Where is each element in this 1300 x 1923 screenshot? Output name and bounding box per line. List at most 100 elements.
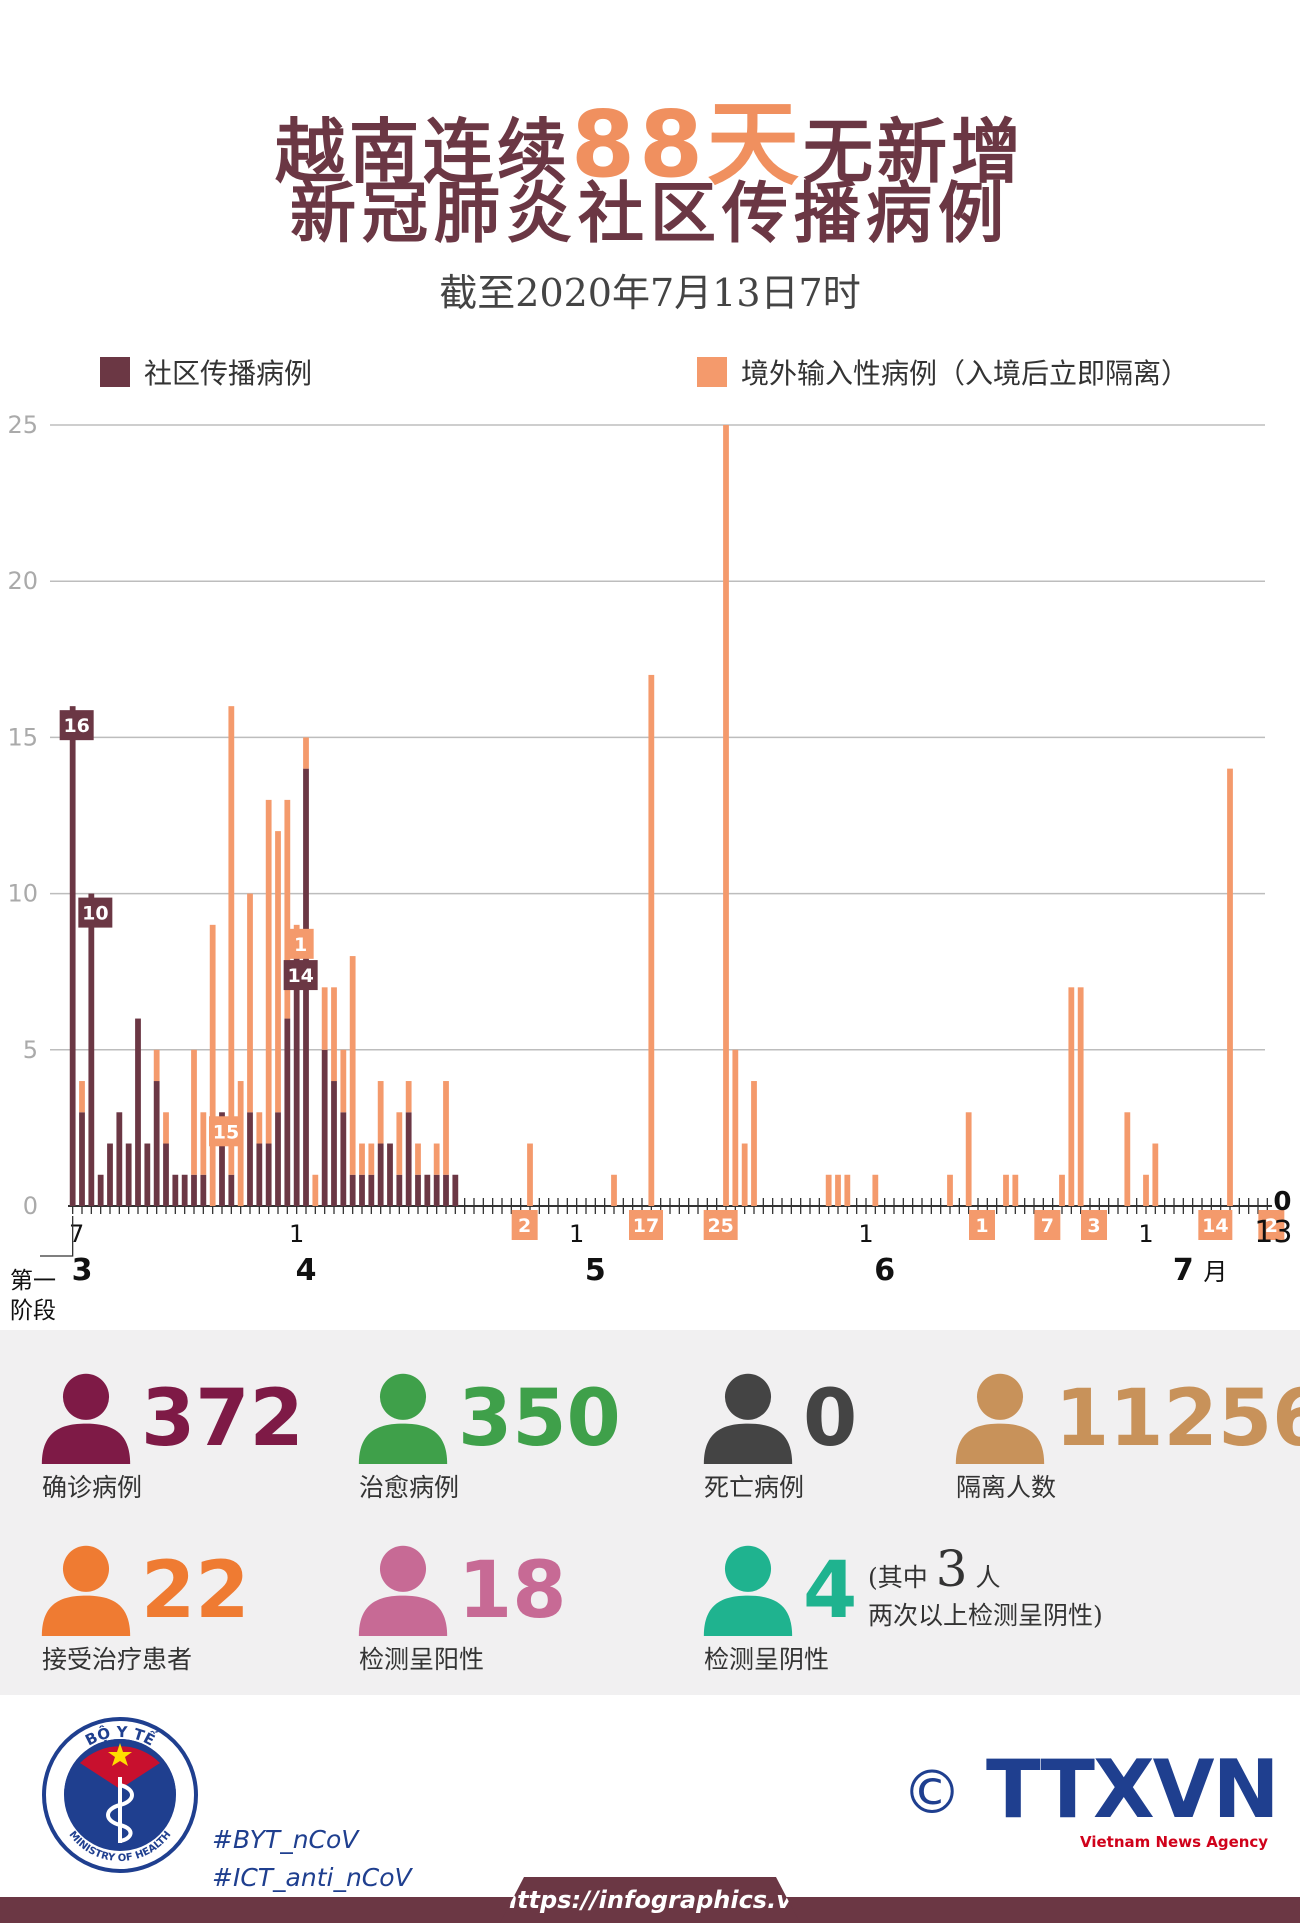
stat-positive-value: 18 <box>458 1546 567 1636</box>
bar-community <box>153 1081 160 1206</box>
month-label: 4 <box>296 1253 317 1288</box>
stat-treatment-label: 接受治疗患者 <box>42 1645 193 1674</box>
callout-label: 1 <box>294 934 307 956</box>
legend-community-label: 社区传播病例 <box>144 357 313 390</box>
title-post: 无新增 <box>803 111 1026 193</box>
bar-community <box>247 1112 253 1206</box>
person-icon <box>703 1545 793 1636</box>
bar-community <box>228 1174 235 1206</box>
callout-label: 14 <box>287 965 313 987</box>
bar-community <box>256 1143 263 1206</box>
person-icon <box>358 1373 448 1464</box>
ttxvn-subtitle: Vietnam News Agency <box>1080 1833 1269 1851</box>
bar-imported <box>872 1174 879 1206</box>
bar-community <box>340 1112 347 1206</box>
bar-imported <box>741 1143 748 1206</box>
bar-community <box>163 1143 169 1206</box>
bar-imported <box>191 1049 197 1175</box>
bar-imported <box>275 831 281 1113</box>
website-url: https://infographics.vn <box>500 1877 800 1923</box>
callout-box <box>1198 1210 1233 1240</box>
bar-imported <box>1124 1112 1131 1206</box>
bar-imported <box>312 1174 319 1206</box>
bar-imported <box>284 799 291 1019</box>
stat-quarantine-label: 隔离人数 <box>956 1473 1057 1502</box>
bar-imported <box>1012 1174 1019 1206</box>
callout-label: 15 <box>213 1121 239 1143</box>
hashtag-byt: #BYT_nCoV <box>212 1825 359 1854</box>
note-line2: 两次以上检测呈阴性) <box>868 1601 1103 1630</box>
callout-box <box>209 1116 243 1147</box>
bar-imported <box>611 1174 617 1206</box>
bar-imported <box>415 1143 421 1175</box>
x-start-label: 7 <box>69 1220 84 1248</box>
bar-imported <box>228 706 235 1175</box>
legend-community-swatch <box>100 357 130 387</box>
negative-note: (其中 3 人 两次以上检测呈阴性) <box>868 1544 1103 1635</box>
bar-imported <box>1143 1174 1149 1206</box>
legend-imported: 境外输入性病例（入境后立即隔离） <box>697 352 1189 392</box>
copyright-icon: © <box>902 1758 962 1828</box>
bar-imported <box>443 1081 449 1175</box>
bar-community <box>331 1081 337 1206</box>
bar-community <box>293 956 300 1206</box>
bar-community <box>396 1174 403 1206</box>
bar-community <box>275 1112 281 1206</box>
ttxvn-logo: TTXVN <box>986 1743 1280 1836</box>
y-tick-label: 10 <box>7 880 38 908</box>
bar-imported <box>947 1174 953 1206</box>
callout-label: 1 <box>975 1215 988 1237</box>
callout-label: 17 <box>633 1215 659 1237</box>
callout-label: 25 <box>707 1215 733 1237</box>
bar-community <box>97 1174 104 1206</box>
stat-quarantine-value: 11256 <box>1055 1374 1300 1464</box>
note-post: 人 <box>975 1563 1001 1592</box>
bar-community <box>284 1018 291 1206</box>
phase-label: 第一 <box>10 1268 56 1294</box>
bar-imported <box>405 1081 412 1113</box>
stat-confirmed-value: 372 <box>141 1374 304 1464</box>
subtitle: 截至2020年7月13日7时 <box>439 271 861 315</box>
bar-imported <box>1152 1143 1159 1206</box>
person-icon <box>41 1373 131 1464</box>
phase-label: 阶段 <box>10 1298 56 1324</box>
month-start-tick-label: 1 <box>569 1220 584 1248</box>
title-pre: 越南连续 <box>274 111 571 193</box>
callout-box <box>703 1210 738 1240</box>
bar-community <box>359 1174 365 1206</box>
bar-community <box>443 1174 449 1206</box>
bar-imported <box>965 1112 972 1206</box>
bar-imported <box>200 1112 207 1175</box>
bar-community <box>69 706 76 1206</box>
callout-box <box>1258 1210 1285 1240</box>
x-end-label: 13 <box>1254 1215 1292 1250</box>
ministry-logo: BỘ Y TẾ MINISTRY OF HEALTH <box>42 1717 198 1873</box>
bar-imported <box>349 956 356 1175</box>
bar-imported <box>835 1174 841 1206</box>
bar-imported <box>648 674 655 1206</box>
callout-box <box>287 928 314 959</box>
stat-negative-value: 4 <box>803 1546 858 1636</box>
legend-imported-swatch <box>697 357 727 387</box>
bar-imported <box>331 987 337 1082</box>
bar-community <box>321 1049 328 1206</box>
callout-box <box>78 897 113 928</box>
bar-imported <box>247 893 253 1113</box>
stat-death-value: 0 <box>803 1374 858 1464</box>
bar-imported <box>209 924 216 1206</box>
stat-treatment-value: 22 <box>141 1546 250 1636</box>
month-label: 6 <box>874 1253 895 1288</box>
callout-label: 16 <box>63 715 89 737</box>
bar-imported <box>1068 987 1075 1206</box>
bar-community <box>265 1143 272 1206</box>
callout-box <box>1081 1210 1107 1240</box>
stat-confirmed-label: 确诊病例 <box>42 1473 143 1502</box>
bar-imported <box>256 1112 263 1144</box>
bar-imported <box>433 1143 440 1175</box>
month-start-tick-label: 1 <box>1138 1220 1153 1248</box>
stats-panel <box>0 1330 1300 1695</box>
hashtag-ict: #ICT_anti_nCoV <box>212 1863 412 1892</box>
callout-box <box>59 710 94 741</box>
bar-imported <box>751 1081 757 1206</box>
